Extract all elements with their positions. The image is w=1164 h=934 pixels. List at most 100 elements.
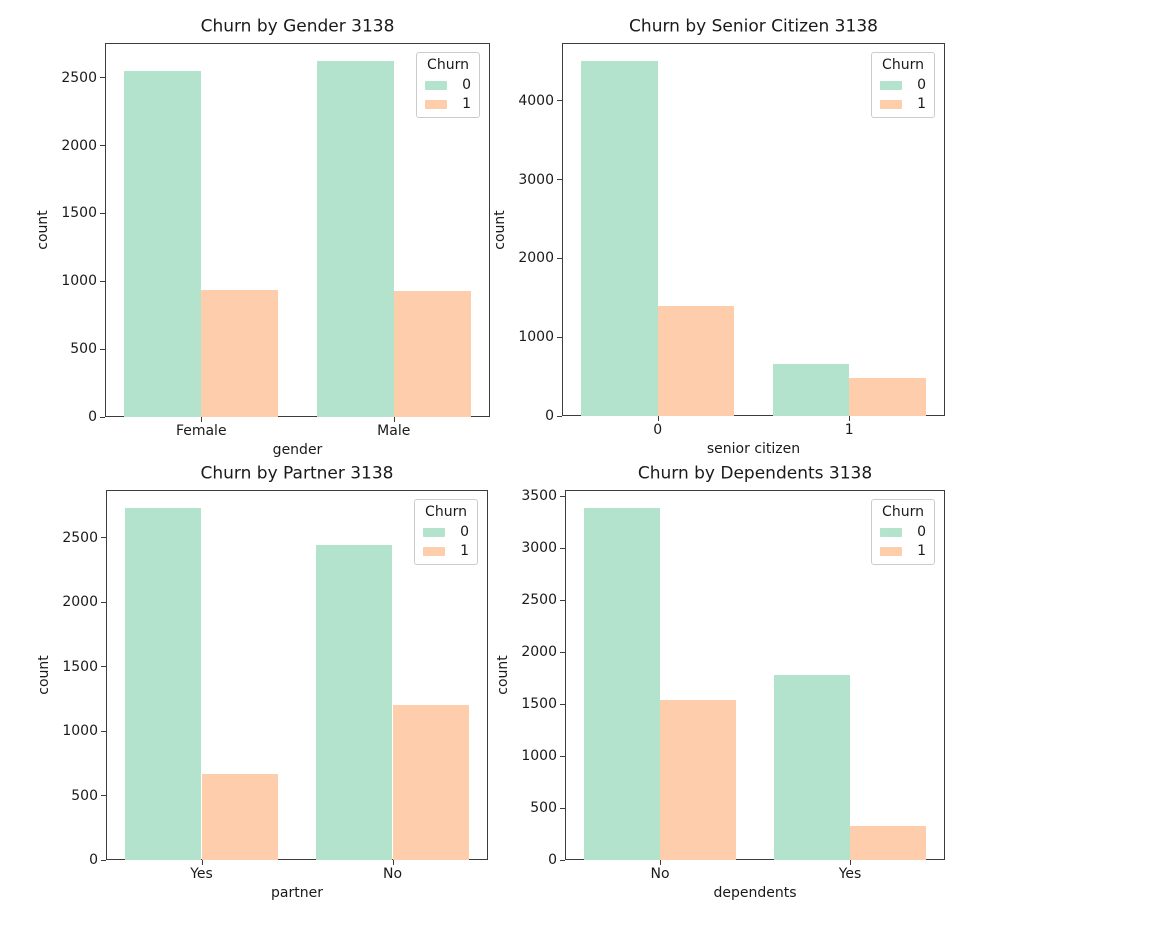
legend-entry-label: 1 bbox=[917, 96, 926, 113]
x-tick-mark bbox=[850, 860, 851, 865]
y-tick-label: 3500 bbox=[521, 488, 557, 505]
legend-entry-label: 1 bbox=[462, 96, 471, 113]
y-tick-label: 2500 bbox=[62, 529, 98, 546]
bar-gender-male-churn1 bbox=[393, 290, 471, 417]
y-tick-label: 1000 bbox=[62, 723, 98, 740]
y-tick-label: 1500 bbox=[521, 696, 557, 713]
y-tick-mark bbox=[560, 599, 565, 601]
bar-senior-citizen-1-churn0 bbox=[772, 363, 850, 416]
bar-partner-yes-churn1 bbox=[201, 773, 278, 860]
y-tick-mark bbox=[100, 280, 105, 282]
x-tick-label: Male bbox=[377, 423, 411, 439]
y-tick-label: 4000 bbox=[518, 92, 554, 109]
y-tick-label: 2500 bbox=[61, 69, 97, 86]
y-tick-mark bbox=[100, 212, 105, 214]
x-axis-label: senior citizen bbox=[706, 441, 801, 457]
bar-partner-no-churn0 bbox=[316, 545, 393, 860]
x-tick-label: Yes bbox=[190, 866, 213, 882]
legend-swatch-churn-1-icon bbox=[425, 99, 447, 109]
legend-entry-label: 1 bbox=[460, 543, 469, 560]
x-tick-label: No bbox=[650, 866, 670, 882]
legend-entry-label: 0 bbox=[462, 77, 471, 94]
x-tick-label: 1 bbox=[844, 422, 854, 438]
legend-swatch-churn-1-icon bbox=[423, 546, 445, 556]
x-tick-label: Yes bbox=[838, 866, 862, 882]
bar-gender-female-churn1 bbox=[201, 289, 279, 417]
legend-entry-label: 0 bbox=[460, 524, 469, 541]
legend-entry-churn-1: 1 bbox=[880, 544, 926, 558]
legend-title: Churn bbox=[882, 57, 924, 73]
y-tick-label: 0 bbox=[548, 852, 557, 868]
bar-senior-citizen-0-churn1 bbox=[657, 306, 735, 416]
y-tick-mark bbox=[560, 547, 565, 549]
bar-partner-no-churn1 bbox=[392, 705, 469, 860]
bar-dependents-yes-churn1 bbox=[850, 826, 926, 860]
y-tick-mark bbox=[100, 416, 105, 418]
y-tick-mark bbox=[557, 257, 562, 259]
y-tick-label: 1500 bbox=[61, 205, 97, 222]
y-tick-label: 2000 bbox=[62, 594, 98, 611]
y-tick-mark bbox=[560, 651, 565, 653]
bar-senior-citizen-0-churn0 bbox=[581, 60, 658, 416]
y-tick-label: 1000 bbox=[61, 273, 97, 290]
legend: Churn 0 1 bbox=[871, 52, 935, 119]
legend-entry-churn-1: 1 bbox=[880, 97, 926, 111]
y-tick-label: 500 bbox=[530, 800, 557, 817]
bar-dependents-no-churn1 bbox=[660, 699, 736, 860]
y-tick-mark bbox=[560, 807, 565, 809]
y-tick-mark bbox=[100, 348, 105, 350]
x-tick-mark bbox=[392, 860, 394, 865]
legend: Churn 0 1 bbox=[871, 499, 935, 566]
legend-entry-churn-0: 0 bbox=[425, 78, 471, 92]
x-axis-label: gender bbox=[272, 442, 323, 458]
bar-gender-male-churn0 bbox=[316, 60, 394, 417]
legend-entry-label: 0 bbox=[917, 524, 926, 541]
y-tick-label: 500 bbox=[70, 341, 97, 358]
x-axis-label: partner bbox=[271, 885, 323, 901]
y-tick-label: 2500 bbox=[521, 592, 557, 609]
y-tick-mark bbox=[101, 859, 106, 861]
chart-title: Churn by Partner 3138 bbox=[200, 463, 394, 484]
legend-title: Churn bbox=[882, 504, 924, 520]
y-tick-mark bbox=[101, 666, 106, 668]
legend-swatch-churn-0-icon bbox=[880, 527, 902, 537]
x-tick-mark bbox=[657, 416, 659, 421]
y-tick-mark bbox=[557, 179, 562, 181]
x-tick-label: Female bbox=[175, 423, 227, 439]
y-tick-mark bbox=[560, 755, 565, 757]
y-tick-label: 1000 bbox=[521, 748, 557, 765]
x-tick-mark bbox=[660, 860, 661, 865]
y-tick-mark bbox=[100, 145, 105, 147]
y-tick-label: 2000 bbox=[521, 644, 557, 661]
bar-partner-yes-churn0 bbox=[125, 507, 202, 860]
legend-swatch-churn-0-icon bbox=[880, 80, 902, 90]
y-tick-mark bbox=[560, 859, 565, 861]
x-axis-label: dependents bbox=[713, 885, 797, 901]
legend-entry-churn-1: 1 bbox=[423, 544, 469, 558]
y-tick-mark bbox=[101, 795, 106, 797]
y-tick-label: 500 bbox=[71, 787, 98, 804]
x-tick-mark bbox=[393, 417, 395, 422]
y-tick-label: 2000 bbox=[518, 250, 554, 267]
legend: Churn 0 1 bbox=[416, 52, 480, 119]
y-tick-label: 2000 bbox=[61, 137, 97, 154]
bar-gender-female-churn0 bbox=[124, 71, 202, 417]
chart-title: Churn by Gender 3138 bbox=[200, 16, 395, 37]
legend-swatch-churn-0-icon bbox=[423, 527, 445, 537]
bar-dependents-no-churn0 bbox=[584, 507, 660, 860]
chart-title: Churn by Senior Citizen 3138 bbox=[629, 16, 878, 37]
legend-entry-churn-1: 1 bbox=[425, 97, 471, 111]
y-tick-label: 0 bbox=[88, 409, 97, 425]
y-tick-mark bbox=[560, 495, 565, 497]
bar-dependents-yes-churn0 bbox=[774, 674, 850, 860]
x-tick-mark bbox=[849, 416, 851, 421]
legend-entry-churn-0: 0 bbox=[423, 525, 469, 539]
y-tick-mark bbox=[101, 730, 106, 732]
x-tick-label: 0 bbox=[653, 422, 663, 438]
x-tick-mark bbox=[201, 417, 203, 422]
y-tick-label: 3000 bbox=[521, 540, 557, 557]
legend: Churn 0 1 bbox=[414, 499, 478, 566]
legend-swatch-churn-0-icon bbox=[425, 80, 447, 90]
y-tick-mark bbox=[101, 601, 106, 603]
legend-entry-label: 1 bbox=[917, 543, 926, 560]
